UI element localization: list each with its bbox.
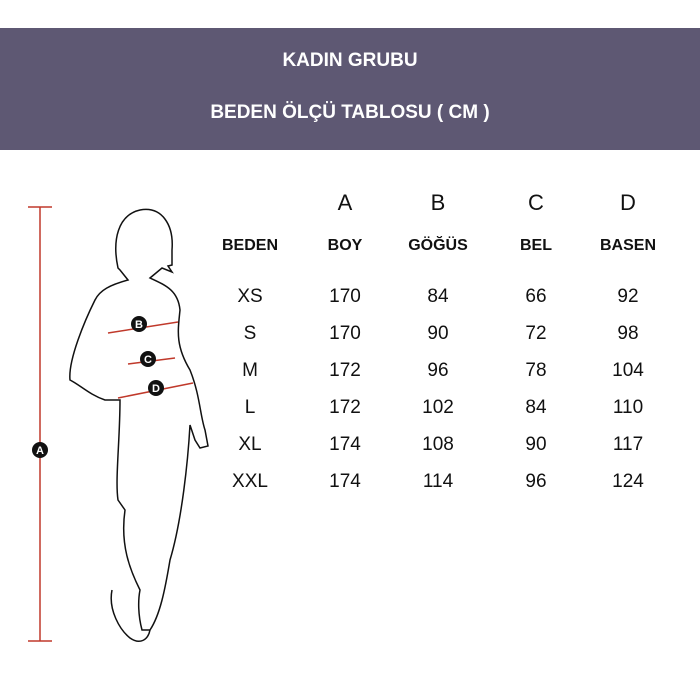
table-cell: 104 (612, 360, 644, 381)
table-cell: 96 (525, 471, 547, 492)
table-cell: 108 (422, 434, 454, 455)
table-cell: 110 (612, 397, 644, 418)
marker-c-icon (140, 351, 156, 367)
marker-a-label: A (36, 445, 44, 457)
table-cell: 174 (329, 434, 361, 455)
header-title: KADIN GRUBU (282, 50, 418, 71)
size-label: M (242, 360, 258, 381)
header-banner: KADIN GRUBU BEDEN ÖLÇÜ TABLOSU ( CM ) (0, 28, 700, 150)
marker-b-label: B (135, 319, 143, 331)
size-label: L (244, 397, 256, 418)
table-cell: 174 (329, 471, 361, 492)
column-header: BASEN (599, 237, 656, 254)
column-header: BEL (520, 237, 552, 254)
marker-c-label: C (144, 354, 152, 366)
table-cell: 172 (329, 397, 361, 418)
height-line (28, 206, 52, 642)
table-cell: 66 (525, 286, 547, 307)
table-cell: 84 (427, 286, 449, 307)
marker-d-label: D (152, 383, 160, 395)
column-header: GÖĞÜS (408, 237, 468, 254)
table-cell: 117 (612, 434, 644, 455)
body-measurement-figure: A B C D (28, 206, 209, 642)
column-header: BOY (327, 237, 363, 254)
table-cell: 96 (427, 360, 449, 381)
table-cell: 124 (612, 471, 644, 492)
table-cell: 170 (329, 286, 361, 307)
column-header: BEDEN (221, 237, 278, 254)
size-label: XS (237, 286, 263, 307)
table-cell: 90 (427, 323, 449, 344)
table-cell: 102 (422, 397, 454, 418)
table-cell: 84 (525, 397, 547, 418)
size-label: S (243, 323, 257, 344)
header-subtitle: BEDEN ÖLÇÜ TABLOSU ( CM ) (210, 102, 490, 123)
column-letter: C (528, 190, 544, 215)
column-letter: A (337, 190, 353, 215)
table-cell: 114 (422, 471, 454, 492)
marker-b-icon (131, 316, 147, 332)
marker-d-icon (148, 380, 164, 396)
marker-a-icon (32, 442, 48, 458)
column-letter: D (620, 190, 636, 215)
table-cell: 72 (525, 323, 547, 344)
table-cell: 78 (525, 360, 547, 381)
table-cell: 90 (525, 434, 547, 455)
size-label: XXL (232, 471, 268, 492)
table-cell: 170 (329, 323, 361, 344)
table-cell: 98 (617, 323, 639, 344)
size-label: XL (238, 434, 262, 455)
column-letter: B (430, 190, 446, 215)
woman-silhouette (69, 208, 209, 631)
table-cell: 92 (617, 286, 639, 307)
table-cell: 172 (329, 360, 361, 381)
